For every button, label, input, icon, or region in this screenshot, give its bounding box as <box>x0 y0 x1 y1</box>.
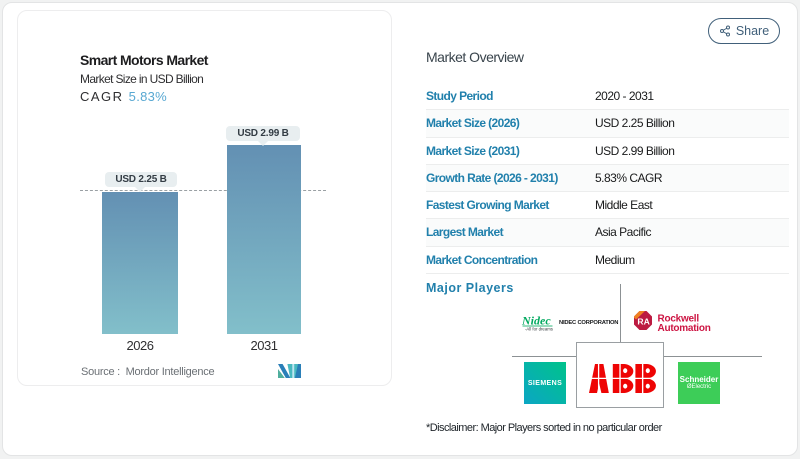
svg-text:Rockwell: Rockwell <box>658 314 700 325</box>
svg-text:RA: RA <box>637 316 649 326</box>
svg-text:Automation: Automation <box>658 323 711 333</box>
svg-text:NIDEC CORPORATION: NIDEC CORPORATION <box>559 320 618 326</box>
svg-text:Nidec: Nidec <box>521 314 551 328</box>
svg-text:-All for dreams: -All for dreams <box>525 326 553 331</box>
